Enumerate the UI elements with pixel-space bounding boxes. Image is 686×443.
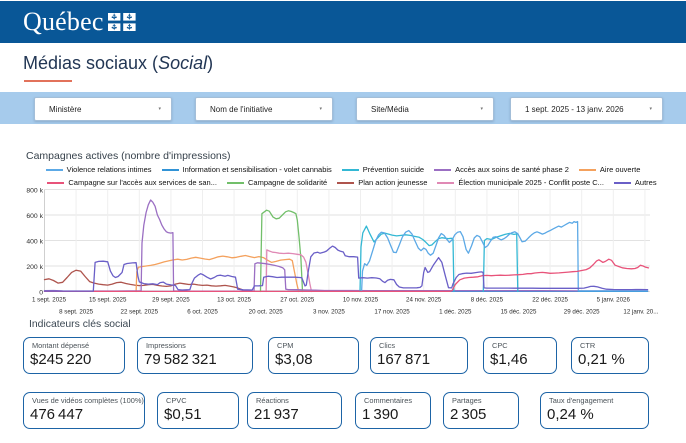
svg-text:15 sept. 2025: 15 sept. 2025: [89, 296, 127, 303]
svg-text:1 déc. 2025: 1 déc. 2025: [439, 308, 472, 315]
svg-text:5 janv. 2026: 5 janv. 2026: [597, 296, 631, 303]
svg-text:8 déc. 2025: 8 déc. 2025: [471, 296, 504, 303]
svg-text:8 sept. 2025: 8 sept. 2025: [59, 308, 94, 315]
svg-text:6 oct. 2025: 6 oct. 2025: [187, 308, 218, 315]
svg-text:400 k: 400 k: [26, 238, 43, 245]
svg-text:15 déc. 2025: 15 déc. 2025: [501, 308, 537, 315]
svg-text:20 oct. 2025: 20 oct. 2025: [249, 308, 284, 315]
svg-text:3 nov. 2025: 3 nov. 2025: [313, 308, 345, 315]
svg-text:22 sept. 2025: 22 sept. 2025: [121, 308, 159, 315]
svg-text:17 nov. 2025: 17 nov. 2025: [374, 308, 410, 315]
svg-text:0: 0: [39, 289, 43, 296]
svg-text:200 k: 200 k: [26, 264, 43, 271]
svg-text:12 janv. 20...: 12 janv. 20...: [623, 308, 658, 315]
svg-text:13 oct. 2025: 13 oct. 2025: [217, 296, 252, 303]
svg-text:29 déc. 2025: 29 déc. 2025: [564, 308, 600, 315]
svg-text:29 sept. 2025: 29 sept. 2025: [152, 296, 190, 303]
svg-text:22 déc. 2025: 22 déc. 2025: [532, 296, 568, 303]
svg-text:27 oct. 2025: 27 oct. 2025: [280, 296, 315, 303]
svg-text:800 k: 800 k: [26, 187, 43, 194]
svg-text:1 sept. 2025: 1 sept. 2025: [32, 296, 67, 303]
svg-text:10 nov. 2025: 10 nov. 2025: [343, 296, 379, 303]
svg-text:600 k: 600 k: [26, 213, 43, 220]
svg-text:24 nov. 2025: 24 nov. 2025: [406, 296, 442, 303]
